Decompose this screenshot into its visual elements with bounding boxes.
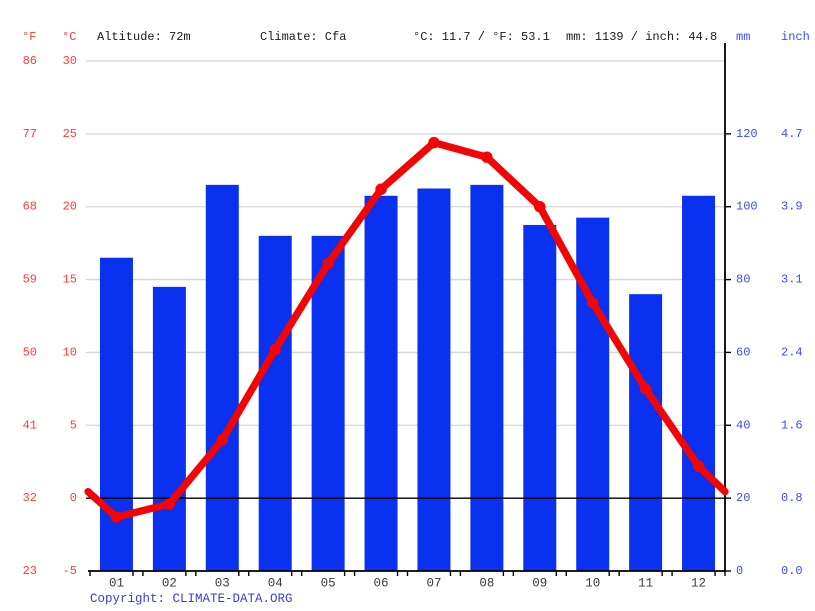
mm-tick-label: 60	[736, 345, 750, 359]
fahrenheit-tick-label: 59	[23, 273, 37, 287]
inch-tick-label: 1.6	[781, 418, 803, 432]
inch-tick-label: 0.8	[781, 491, 803, 505]
celsius-tick-label: 0	[70, 491, 77, 505]
fahrenheit-tick-label: 77	[23, 127, 37, 141]
temp-point	[375, 183, 387, 195]
temp-point	[216, 434, 228, 446]
temp-point	[587, 297, 599, 309]
month-label: 03	[215, 577, 230, 591]
fahrenheit-axis-title: °F	[22, 30, 37, 44]
month-label: 07	[426, 577, 441, 591]
celsius-tick-label: 10	[63, 345, 77, 359]
mm-tick-label: 80	[736, 273, 750, 287]
mm-tick-label: 100	[736, 200, 758, 214]
temp-point	[692, 460, 705, 472]
fahrenheit-tick-label: 32	[23, 491, 37, 505]
precip-bar	[311, 235, 345, 571]
celsius-tick-label: 25	[63, 127, 77, 141]
celsius-tick-label: 20	[63, 200, 77, 214]
temp-point	[534, 201, 546, 213]
precip-bar	[682, 195, 716, 572]
temp-point	[269, 343, 281, 356]
month-label: 06	[374, 577, 389, 591]
climate-label: Climate: Cfa	[260, 30, 347, 44]
precip-bar	[205, 184, 239, 571]
inch-tick-label: 3.9	[781, 200, 803, 214]
copyright: Copyright: CLIMATE-DATA.ORG	[90, 592, 293, 607]
month-label: 11	[638, 577, 653, 591]
celsius-tick-label: -5	[63, 564, 77, 578]
month-label: 05	[321, 577, 336, 591]
inch-tick-label: 3.1	[781, 273, 803, 287]
inch-tick-label: 2.4	[781, 345, 803, 359]
copyright-link[interactable]: CLIMATE-DATA.ORG	[172, 592, 293, 606]
altitude-label: Altitude: 72m	[97, 30, 191, 44]
precip-bar	[258, 235, 292, 571]
precip-bar	[417, 188, 451, 571]
temp-line	[84, 138, 729, 521]
precip-bar	[99, 257, 133, 571]
copyright-label: Copyright:	[90, 592, 173, 606]
temp-point	[322, 257, 334, 270]
precip-bar	[470, 184, 504, 571]
celsius-axis-title: °C	[62, 30, 77, 44]
temp-point	[639, 383, 652, 395]
fahrenheit-tick-label: 41	[23, 418, 37, 432]
precip-bar	[576, 217, 610, 571]
inch-tick-label: 0.0	[781, 564, 803, 578]
temp-point	[481, 151, 493, 163]
precip-bar	[152, 286, 186, 571]
month-label: 10	[585, 577, 600, 591]
month-label: 12	[691, 577, 706, 591]
temp-point	[428, 136, 440, 149]
month-label: 01	[109, 577, 124, 591]
precip-bar	[364, 195, 398, 572]
temp-point	[110, 511, 123, 523]
month-label: 08	[479, 577, 494, 591]
fahrenheit-tick-label: 86	[23, 54, 37, 68]
celsius-tick-label: 5	[70, 418, 77, 432]
mm-tick-label: 120	[736, 127, 758, 141]
fahrenheit-tick-label: 23	[23, 564, 37, 578]
mm-tick-label: 0	[736, 564, 743, 578]
inch-axis-title: inch	[781, 30, 810, 44]
inch-tick-label: 4.7	[781, 127, 803, 141]
month-label: 09	[532, 577, 547, 591]
fahrenheit-tick-label: 68	[23, 200, 37, 214]
month-label: 04	[268, 577, 283, 591]
fahrenheit-tick-label: 50	[23, 345, 37, 359]
month-label: 02	[162, 577, 177, 591]
temperature-summary: °C: 11.7 / °F: 53.1	[413, 30, 550, 44]
precip-bar	[629, 294, 663, 571]
mm-tick-label: 20	[736, 491, 750, 505]
mm-tick-label: 40	[736, 418, 750, 432]
celsius-tick-label: 15	[63, 273, 77, 287]
temp-point	[163, 498, 176, 510]
celsius-tick-label: 30	[63, 54, 77, 68]
precipitation-summary: mm: 1139 / inch: 44.8	[566, 30, 718, 44]
precip-bar	[523, 224, 557, 571]
mm-axis-title: mm	[736, 30, 751, 44]
